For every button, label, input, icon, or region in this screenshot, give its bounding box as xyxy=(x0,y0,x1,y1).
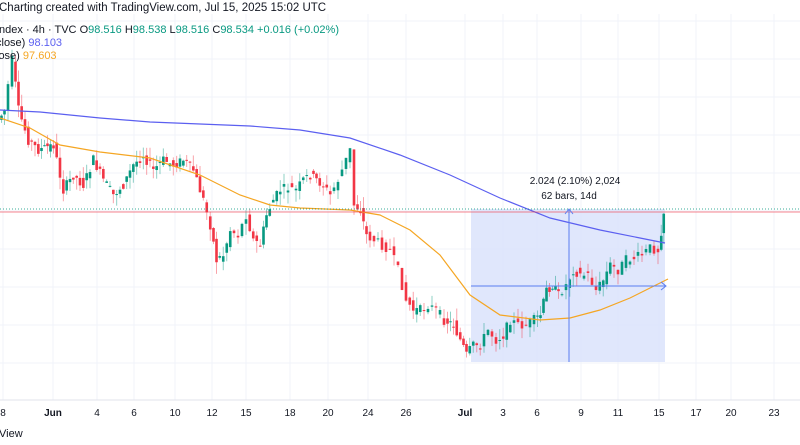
x-tick-label: 17 xyxy=(690,408,702,419)
x-tick-label: 18 xyxy=(284,408,296,419)
x-tick-label: 24 xyxy=(362,408,374,419)
x-tick-label: 10 xyxy=(169,408,181,419)
x-tick-label: 9 xyxy=(578,408,584,419)
x-tick-label: 4 xyxy=(94,408,100,419)
x-tick-label: 6 xyxy=(131,408,137,419)
measure-label-bars: 62 bars, 14d xyxy=(541,191,597,202)
x-tick-label: 11 xyxy=(612,408,624,419)
x-tick-label: 8 xyxy=(0,408,6,419)
x-tick-label: 12 xyxy=(206,408,218,419)
low-value: 98.516 xyxy=(175,24,210,36)
open-value: 98.516 xyxy=(88,24,122,36)
x-tick-label: 3 xyxy=(500,408,506,419)
x-tick-label: 20 xyxy=(725,408,737,419)
ma2-value: 97.603 xyxy=(22,50,57,62)
x-tick-label: 6 xyxy=(534,408,540,419)
change-value: +0.016 (+0.02%) xyxy=(257,24,339,36)
close-value: 98.534 xyxy=(220,24,254,36)
x-tick-label: Jun xyxy=(44,408,62,419)
symbol-legend: Index · 4h · TVC O98.516 H98.538 L98.516… xyxy=(0,24,339,36)
x-tick-label: 15 xyxy=(653,408,665,419)
x-tick-label: 26 xyxy=(400,408,412,419)
chart-attribution: Charting created with TradingView.com, J… xyxy=(0,2,327,14)
x-tick-label: Jul xyxy=(457,408,473,419)
x-tick-label: 15 xyxy=(240,408,252,419)
ma1-value: 98.103 xyxy=(28,37,63,49)
measure-label-change: 2.024 (2.10%) 2,024 xyxy=(529,176,621,187)
high-value: 98.538 xyxy=(132,24,167,36)
x-tick-label: 23 xyxy=(768,408,780,419)
x-tick-label: 20 xyxy=(322,408,334,419)
symbol-name: Index · 4h · TVC xyxy=(0,24,77,36)
footer-text: View xyxy=(0,428,23,440)
ma2-legend: lose) 97.603 xyxy=(0,50,57,62)
ma1-legend: close) 98.103 xyxy=(0,37,63,49)
